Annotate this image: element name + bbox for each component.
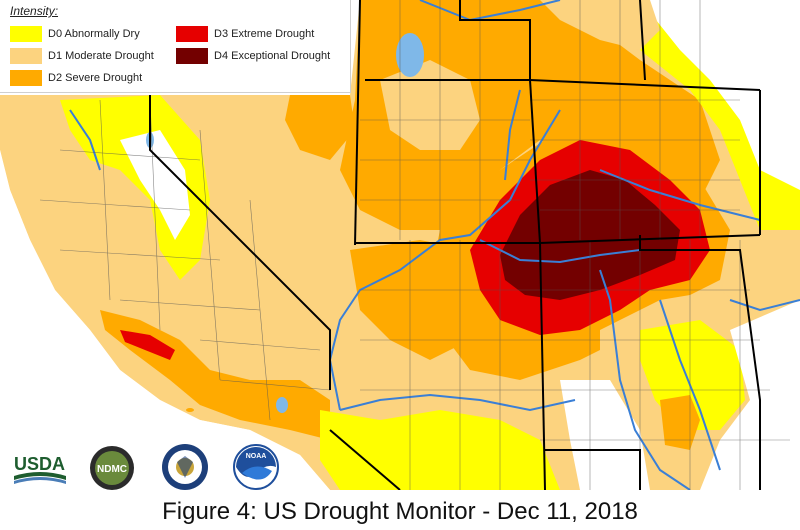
legend-item-d3: D3 Extreme Drought	[176, 25, 314, 43]
usda-logo: USDA	[12, 450, 68, 490]
nm-tx-border	[545, 235, 761, 490]
legend-item-d0: D0 Abnormally Dry	[10, 25, 140, 43]
colorado-river	[328, 109, 561, 411]
norcal-none	[120, 130, 190, 240]
ut-wy-border	[365, 0, 531, 81]
legend-swatch-d1	[10, 48, 42, 64]
legend-swatch-d0	[10, 26, 42, 42]
pacific-ocean	[0, 95, 330, 490]
wy-co-line	[639, 0, 646, 81]
county-lines	[39, 0, 790, 490]
drought-map: Intensity: D0 Abnormally Dry D1 Moderate…	[0, 0, 800, 490]
salton-sea	[276, 397, 288, 413]
san-juan-river	[479, 239, 641, 264]
legend-swatch-d2	[10, 70, 42, 86]
noaa-logo: NOAA	[232, 443, 280, 490]
legend-item-d2: D2 Severe Drought	[10, 69, 142, 87]
legend-swatch-d4	[176, 48, 208, 64]
co-north-border	[529, 79, 761, 91]
svg-text:NDMC: NDMC	[97, 464, 127, 475]
agency-logos: USDA NDMC NOA	[12, 442, 312, 490]
great-salt-lake	[396, 33, 424, 77]
drought-areas	[0, 0, 800, 490]
legend: Intensity: D0 Abnormally Dry D1 Moderate…	[0, 0, 351, 93]
gila-river	[339, 393, 576, 412]
sacramento-river	[69, 109, 101, 171]
co-nm-border	[539, 234, 761, 244]
legend-label-d0: D0 Abnormally Dry	[48, 28, 140, 40]
utah-d1-strip	[380, 60, 480, 150]
legend-title: Intensity:	[10, 4, 59, 18]
ndmc-logo: NDMC	[88, 444, 136, 490]
svg-text:USDA: USDA	[14, 454, 65, 474]
texas-none	[560, 380, 650, 490]
legend-swatch-d3	[176, 26, 208, 42]
snake-river	[419, 0, 561, 22]
legend-label-d1: D1 Moderate Drought	[48, 50, 154, 62]
wyoming-d1	[540, 0, 660, 50]
svg-text:NOAA: NOAA	[246, 453, 267, 460]
figure-caption: Figure 4: US Drought Monitor - Dec 11, 2…	[162, 498, 638, 525]
legend-label-d4: D4 Exceptional Drought	[214, 50, 331, 62]
channel-islands	[156, 362, 205, 412]
nevada-d2	[285, 95, 355, 160]
legend-item-d4: D4 Exceptional Drought	[176, 47, 330, 65]
ut-co-border	[529, 79, 541, 244]
legend-label-d3: D3 Extreme Drought	[214, 28, 315, 40]
rio-grande	[599, 269, 691, 490]
fourcorners-d4	[500, 170, 680, 300]
socal-d3	[120, 330, 175, 360]
texas-none-east	[700, 300, 800, 490]
ca-nv-border	[149, 95, 331, 390]
az-nm-border	[539, 242, 546, 490]
legend-label-d2: D2 Severe Drought	[48, 72, 143, 84]
az-mx-border	[329, 429, 401, 490]
green-river	[504, 89, 521, 181]
legend-item-d1: D1 Moderate Drought	[10, 47, 154, 65]
map-canvas	[0, 0, 800, 490]
state-borders	[149, 0, 761, 490]
nv-ut-border	[354, 0, 361, 246]
commerce-seal-logo	[160, 442, 210, 490]
